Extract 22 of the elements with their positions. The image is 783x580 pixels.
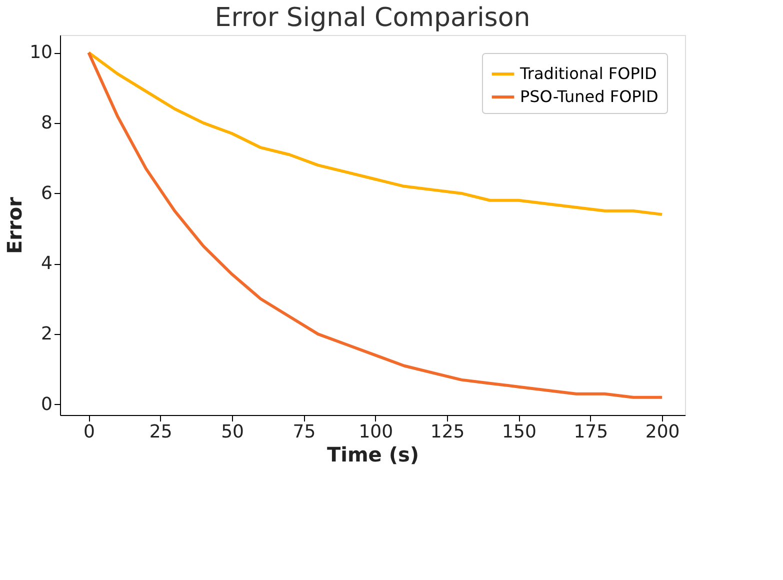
line-series: [87, 51, 664, 216]
legend-label: Traditional FOPID: [519, 64, 657, 83]
line-series: [87, 51, 664, 399]
chart-title: Error Signal Comparison: [214, 3, 530, 33]
y-tick-label: 4: [41, 253, 52, 274]
x-tick-label: 200: [645, 422, 680, 442]
x-tick-label: 100: [358, 422, 394, 442]
y-tick-label: 6: [41, 182, 52, 204]
x-tick-label: 125: [430, 422, 465, 442]
x-axis-title: Time (s): [326, 442, 420, 466]
x-tick-label: 150: [502, 422, 536, 442]
x-tick-label: 0: [83, 422, 95, 442]
y-tick-label: 0: [41, 394, 52, 415]
x-tick-label: 175: [574, 422, 608, 442]
x-tick-label: 75: [292, 422, 316, 442]
x-tick-label: 50: [221, 422, 244, 442]
y-tick-label: 10: [30, 42, 52, 64]
legend-label: PSO-Tuned FOPID: [520, 87, 658, 106]
y-tick-label: 2: [41, 324, 52, 345]
y-tick-label: 8: [41, 112, 52, 134]
x-tick-label: 25: [149, 422, 172, 442]
y-axis-title: Error: [2, 196, 27, 254]
